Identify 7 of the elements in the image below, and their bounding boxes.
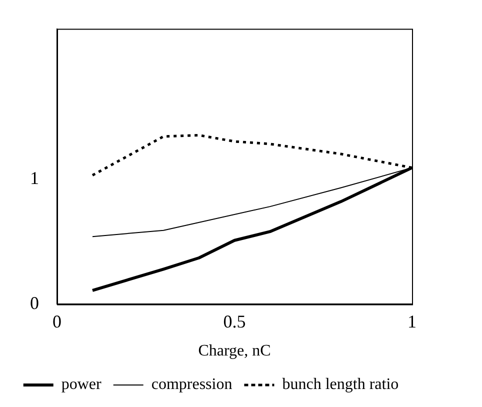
x-tick-label: 1 <box>408 312 416 332</box>
legend-label: bunch length ratio <box>282 376 399 394</box>
x-tick-label: 0 <box>52 312 62 332</box>
x-tick-label: 0.5 <box>223 312 246 332</box>
legend-label: compression <box>151 376 232 394</box>
legend-label: power <box>61 376 102 394</box>
x-axis-title: Charge, nC <box>198 342 271 360</box>
